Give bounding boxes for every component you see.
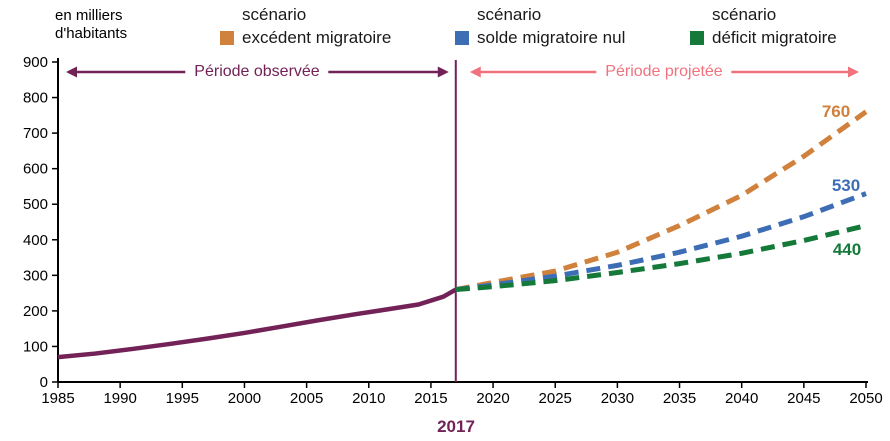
y-axis-unit-line2: d'habitants	[55, 25, 128, 42]
y-tick-label: 0	[40, 374, 48, 391]
projected-period-arrow-left-arrowhead-icon	[469, 66, 481, 78]
y-tick-label: 500	[23, 196, 48, 213]
divider-year-label: 2017	[437, 417, 475, 436]
x-tick-label: 1985	[41, 390, 74, 407]
legend-title: scénario	[477, 5, 542, 24]
legend-item-excedent: scénario excédent migratoire	[220, 5, 391, 48]
y-axis-unit-label: en milliers d'habitants	[55, 7, 127, 43]
x-tick-label: 2005	[290, 390, 323, 407]
x-tick-label: 2035	[663, 390, 696, 407]
legend-title: scénario	[242, 5, 307, 24]
observed-period-arrow-left-arrowhead-icon	[66, 66, 77, 78]
observed-period-label: Période observée	[185, 62, 329, 82]
end-value-deficit: 440	[832, 240, 862, 259]
x-tick-label: 2010	[352, 390, 385, 407]
x-tick-label: 2020	[476, 390, 509, 407]
projected-period-arrow-right-arrowhead-icon	[848, 66, 859, 78]
y-tick-label: 200	[23, 303, 48, 320]
y-tick-label: 600	[23, 161, 48, 178]
end-value-solde: 530	[831, 176, 861, 195]
legend-swatch-solde-icon	[455, 31, 469, 45]
legend-label-excedent: excédent migratoire	[242, 28, 392, 47]
legend-swatch-excedent-icon	[220, 31, 234, 45]
x-tick-label: 2025	[539, 390, 572, 407]
legend-item-solde: scénario solde migratoire nul	[455, 5, 625, 48]
x-tick-label: 2030	[601, 390, 634, 407]
x-tick-label: 2015	[414, 390, 447, 407]
x-tick-label: 2040	[725, 390, 758, 407]
series-deficit	[455, 223, 867, 293]
projected-period-label: Période projetée	[596, 62, 732, 82]
y-tick-label: 400	[23, 232, 48, 249]
x-tick-label: 2050	[849, 390, 882, 407]
x-tick-label: 2045	[787, 390, 820, 407]
legend-label-deficit: déficit migratoire	[712, 28, 837, 47]
legend-label-solde: solde migratoire nul	[477, 28, 626, 47]
y-tick-label: 800	[23, 90, 48, 107]
y-axis-unit-line1: en milliers	[55, 7, 123, 24]
y-tick-label: 100	[23, 338, 48, 355]
x-tick-label: 1990	[103, 390, 136, 407]
y-tick-label: 900	[23, 54, 48, 71]
x-tick-label: 1995	[166, 390, 199, 407]
end-value-excedent: 760	[821, 102, 851, 121]
series-observe	[57, 287, 457, 360]
legend-title: scénario	[712, 5, 777, 24]
observed-period-arrow-right-arrowhead-icon	[437, 66, 449, 78]
legend-item-deficit: scénario déficit migratoire	[690, 5, 837, 48]
y-tick-label: 300	[23, 267, 48, 284]
series-excedent	[455, 109, 868, 293]
x-tick-label: 2000	[228, 390, 261, 407]
y-tick-label: 700	[23, 125, 48, 142]
legend-swatch-deficit-icon	[690, 31, 704, 45]
